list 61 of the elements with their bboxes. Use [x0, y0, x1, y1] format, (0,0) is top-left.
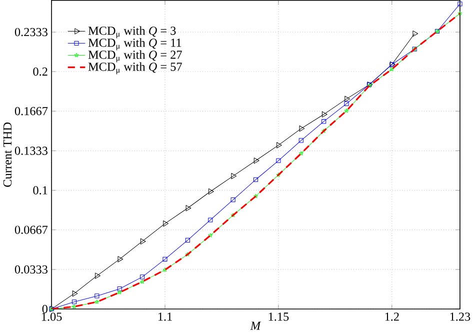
point	[254, 194, 258, 198]
point	[72, 290, 78, 297]
y-tick-label: 0.1	[33, 186, 48, 194]
point	[117, 290, 122, 294]
point	[94, 294, 100, 298]
x-tick-label: 1.23	[450, 312, 470, 321]
point	[208, 188, 214, 195]
point	[276, 158, 281, 163]
point	[344, 101, 349, 106]
point	[390, 66, 394, 72]
point	[254, 158, 260, 164]
point	[253, 177, 258, 182]
y-tick-label: 0.0667	[14, 226, 48, 234]
point	[298, 151, 304, 156]
point	[140, 279, 144, 284]
y-tick-label: 0.2333	[14, 28, 48, 36]
point	[186, 205, 192, 212]
point	[322, 111, 328, 118]
y-tick-label: 0.2	[33, 67, 48, 76]
y-tick-label: 0.1333	[14, 146, 48, 155]
point	[299, 125, 305, 132]
point	[72, 304, 76, 308]
legend-label: MCD$_{μ}$ with Q = 11	[88, 38, 182, 50]
y-tick-label: 0	[42, 304, 48, 314]
point	[344, 108, 349, 113]
point	[94, 300, 100, 304]
x-tick-label: 1.1	[158, 312, 172, 321]
point	[140, 238, 146, 244]
point	[322, 128, 326, 133]
point	[185, 238, 190, 242]
point	[344, 96, 350, 102]
point	[322, 119, 326, 124]
x-tick-label: 1.15	[268, 312, 289, 321]
point	[72, 300, 77, 304]
point	[118, 256, 124, 262]
y-axis-title: Current THD	[3, 122, 12, 187]
y-tick-label: 0.1667	[14, 106, 48, 116]
point	[186, 252, 190, 256]
point	[208, 218, 213, 222]
y-tick-label: 0.0333	[14, 265, 48, 274]
point	[412, 30, 418, 37]
point	[163, 220, 168, 227]
point	[276, 142, 282, 148]
point	[95, 272, 100, 279]
x-tick-label: 1.05	[42, 312, 62, 321]
legend-label: MCD$_{μ}$ with Q = 57	[88, 62, 182, 74]
point	[458, 2, 462, 6]
legend-label: MCD$_{μ}$ with Q = 3	[88, 26, 176, 38]
point	[276, 172, 281, 177]
x-axis-title: M	[250, 322, 262, 330]
point	[230, 197, 236, 202]
point	[298, 138, 304, 143]
point	[230, 212, 236, 218]
point	[208, 233, 213, 238]
point	[231, 172, 237, 180]
point	[140, 274, 145, 280]
x-tick-label: 1.2	[385, 312, 399, 321]
point	[162, 268, 168, 272]
point	[162, 256, 168, 262]
legend-label: MCD$_{μ}$ with Q = 27	[88, 50, 182, 62]
point	[117, 286, 122, 292]
